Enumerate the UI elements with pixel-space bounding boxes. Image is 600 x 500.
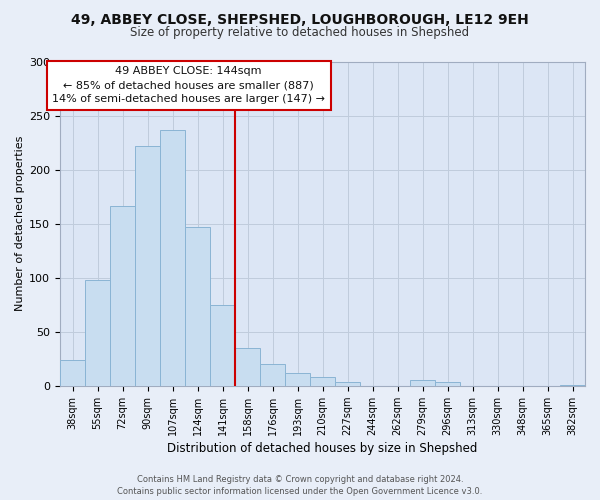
Bar	[135, 146, 160, 386]
Y-axis label: Number of detached properties: Number of detached properties	[15, 136, 25, 312]
Bar	[60, 360, 85, 386]
Bar	[260, 364, 285, 386]
Bar	[235, 348, 260, 386]
Bar	[435, 382, 460, 386]
Bar	[410, 380, 435, 386]
Text: Contains HM Land Registry data © Crown copyright and database right 2024.
Contai: Contains HM Land Registry data © Crown c…	[118, 474, 482, 496]
Bar	[310, 377, 335, 386]
Bar	[210, 304, 235, 386]
Bar	[185, 227, 210, 386]
Text: Size of property relative to detached houses in Shepshed: Size of property relative to detached ho…	[130, 26, 470, 39]
X-axis label: Distribution of detached houses by size in Shepshed: Distribution of detached houses by size …	[167, 442, 478, 455]
Bar	[85, 280, 110, 386]
Bar	[335, 382, 360, 386]
Bar	[110, 206, 135, 386]
Text: 49, ABBEY CLOSE, SHEPSHED, LOUGHBOROUGH, LE12 9EH: 49, ABBEY CLOSE, SHEPSHED, LOUGHBOROUGH,…	[71, 12, 529, 26]
Bar	[160, 130, 185, 386]
Text: 49 ABBEY CLOSE: 144sqm
← 85% of detached houses are smaller (887)
14% of semi-de: 49 ABBEY CLOSE: 144sqm ← 85% of detached…	[52, 66, 325, 104]
Bar	[560, 385, 585, 386]
Bar	[285, 373, 310, 386]
